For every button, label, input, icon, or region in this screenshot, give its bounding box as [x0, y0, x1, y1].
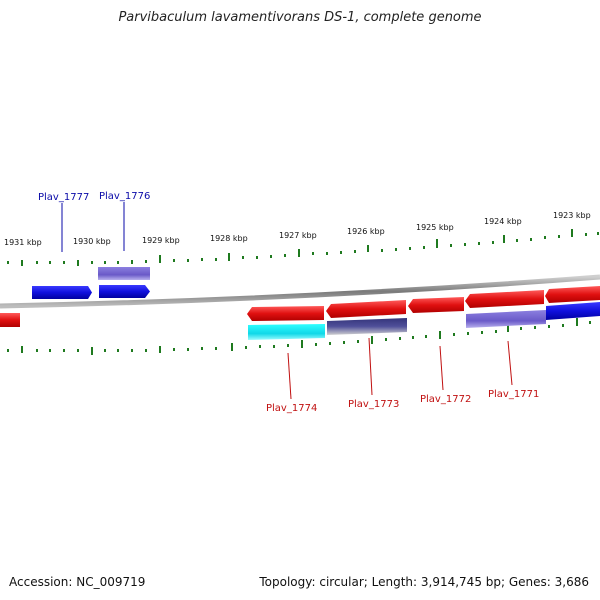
tick-label: 1929 kbp — [142, 236, 180, 245]
cds-feature[interactable] — [248, 324, 325, 340]
tick-label: 1923 kbp — [553, 211, 591, 220]
cds-feature[interactable] — [466, 310, 546, 328]
tick-label: 1925 kbp — [416, 223, 454, 232]
gene-arrow-icon[interactable] — [32, 286, 92, 299]
top-tick-row — [7, 229, 599, 266]
minus-strand-genes — [0, 286, 600, 340]
label-leader — [439, 345, 444, 391]
plus-strand-genes — [32, 267, 150, 299]
tick-label: 1927 kbp — [279, 231, 317, 240]
label-leader — [287, 352, 292, 400]
genome-summary-text: Topology: circular; Length: 3,914,745 bp… — [259, 575, 589, 589]
gene-arrow-icon[interactable] — [408, 297, 464, 313]
cds-feature[interactable] — [98, 267, 150, 280]
gene-label-plav-1774[interactable]: Plav_1774 — [266, 403, 317, 414]
gene-label-plav-1777[interactable]: Plav_1777 — [38, 192, 89, 203]
label-leader — [507, 340, 513, 386]
accession-text: Accession: NC_009719 — [9, 575, 146, 589]
gene-label-plav-1772[interactable]: Plav_1772 — [420, 394, 471, 405]
gene-arrow-icon[interactable] — [99, 285, 150, 298]
gene-arrow-icon[interactable] — [0, 313, 20, 327]
gene-label-plav-1773[interactable]: Plav_1773 — [348, 399, 399, 410]
cds-feature[interactable] — [327, 318, 407, 335]
tick-label: 1924 kbp — [484, 217, 522, 226]
gene-arrow-icon[interactable] — [545, 286, 600, 303]
genome-backbone-icon — [0, 274, 600, 309]
bottom-tick-row — [7, 318, 591, 355]
genome-title: Parvibaculum lavamentivorans DS-1, compl… — [118, 10, 482, 25]
gene-arrow-icon[interactable] — [326, 300, 406, 318]
gene-arrow-icon[interactable] — [546, 302, 600, 320]
label-leader — [368, 337, 373, 396]
tick-label: 1926 kbp — [347, 227, 385, 236]
gene-arrow-icon[interactable] — [465, 290, 544, 308]
gene-arrow-icon[interactable] — [247, 306, 324, 321]
tick-label: 1931 kbp — [4, 238, 42, 247]
gene-label-plav-1776[interactable]: Plav_1776 — [99, 191, 150, 202]
tick-label: 1928 kbp — [210, 234, 248, 243]
gene-label-plav-1771[interactable]: Plav_1771 — [488, 389, 539, 400]
tick-label: 1930 kbp — [73, 237, 111, 246]
